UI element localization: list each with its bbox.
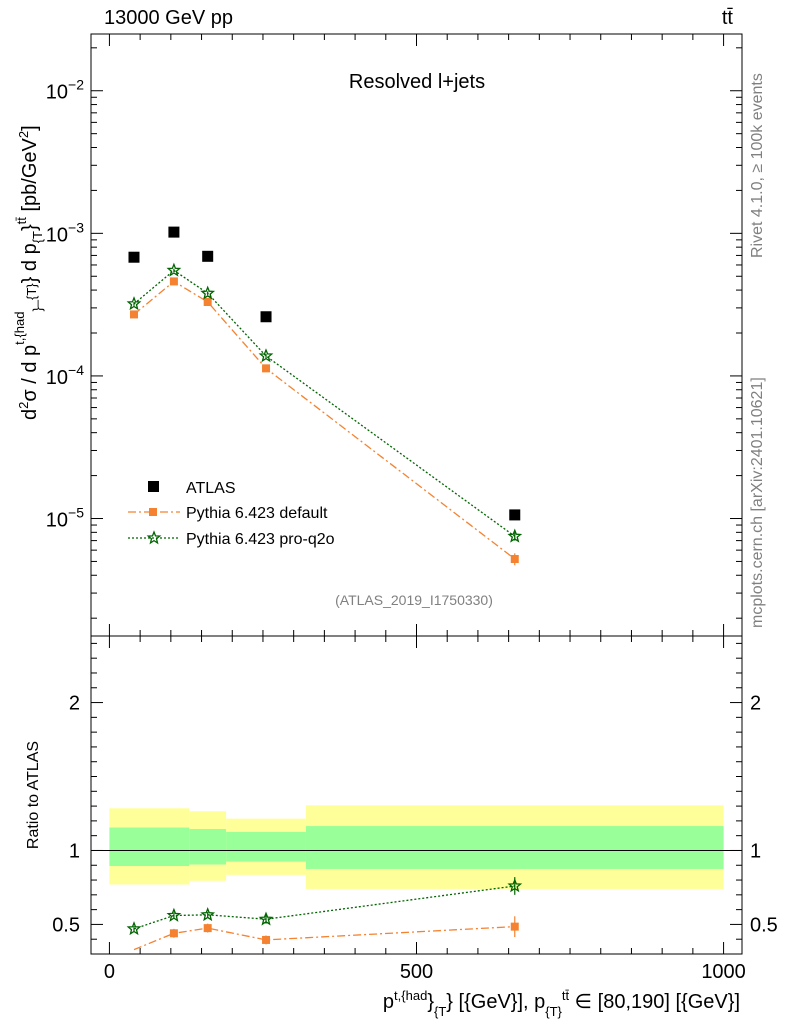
data-point-pythia-6-423-pro-q2o — [258, 348, 274, 363]
main-panel: 10−5 10−4 10−3 10−2 Resolved l+jets (ATLAS_… — [12, 33, 743, 637]
ratio-frame — [90, 635, 743, 955]
data-point-pythia-6-423-default — [203, 297, 212, 306]
ratio-band-stat — [305, 826, 724, 869]
ratio-y-tick-label-right: 0.5 — [750, 914, 778, 936]
main-y-axis: 10−5 10−4 10−3 10−2 — [46, 47, 742, 619]
legend-label-pythia-default: Pythia 6.423 default — [186, 505, 328, 522]
ratio-y-tick-label-left: 1 — [69, 840, 80, 862]
data-point-pythia-6-423-pro-q2o — [166, 262, 182, 277]
ratio-bands — [109, 805, 724, 889]
ratio-y-axis: 0.5 0.5 1 1 2 2 — [52, 642, 778, 940]
data-point-pythia-6-423-pro-q2o — [507, 528, 523, 543]
legend: ATLAS Pythia 6.423 default Pythia 6.423 … — [128, 480, 335, 548]
data-point-atlas — [202, 250, 214, 262]
x-tick-label: 1000 — [701, 961, 746, 983]
ratio-band-stat — [189, 829, 227, 865]
ratio-y-tick-label-left: 0.5 — [52, 914, 80, 936]
ratio-panel: 0.5 0.5 1 1 2 2 0 500 1000 Ratio to ATLAS pt,{h… — [25, 635, 778, 1019]
data-point-pythia-6-423-pro-q2o — [126, 296, 142, 311]
legend-label-atlas: ATLAS — [186, 480, 236, 497]
data-point-pythia-6-423-default — [510, 555, 519, 564]
series-line-pythia-6-423-default — [133, 925, 515, 951]
data-point-pythia-6-423-default — [169, 929, 178, 938]
data-point-pythia-6-423-pro-q2o — [126, 921, 142, 936]
data-point-pythia-6-423-default — [262, 364, 271, 373]
main-series — [126, 226, 523, 566]
legend-entry-pythia-default: Pythia 6.423 default — [128, 505, 328, 522]
data-point-pythia-6-423-default — [169, 277, 178, 286]
chart-title: Resolved l+jets — [349, 71, 485, 93]
main-x-ticks — [108, 34, 725, 636]
ratio-x-axis: 0 500 1000 — [104, 636, 746, 983]
ratio-y-tick-label-left: 2 — [69, 693, 80, 715]
data-point-atlas — [168, 226, 180, 238]
ratio-y-label: Ratio to ATLAS — [25, 741, 42, 849]
legend-marker-pythia-proq2o — [146, 530, 162, 545]
ratio-band-stat — [226, 831, 306, 862]
main-y-tick-label: 10−2 — [46, 77, 84, 104]
data-point-pythia-6-423-default — [129, 310, 138, 319]
legend-label-pythia-proq2o: Pythia 6.423 pro-q2o — [186, 531, 335, 548]
process-label: tt̄ — [722, 7, 734, 29]
energy-label: 13000 GeV pp — [104, 7, 233, 29]
legend-marker-atlas — [148, 481, 159, 492]
legend-entry-pythia-proq2o: Pythia 6.423 pro-q2o — [128, 530, 335, 548]
rivet-label: Rivet 4.1.0, ≥ 100k events — [749, 73, 766, 258]
x-tick-label: 500 — [400, 961, 433, 983]
data-point-pythia-6-423-default — [203, 924, 212, 933]
x-tick-label: 0 — [104, 961, 115, 983]
data-point-atlas — [260, 311, 272, 323]
data-point-pythia-6-423-pro-q2o — [507, 878, 523, 893]
ratio-series — [126, 877, 523, 951]
site-label: mcplots.cern.ch [arXiv:2401.10621] — [749, 377, 766, 628]
legend-entry-atlas: ATLAS — [148, 480, 236, 497]
analysis-id: (ATLAS_2019_I1750330) — [335, 592, 493, 608]
legend-marker-pythia-default — [149, 508, 157, 516]
data-point-pythia-6-423-pro-q2o — [166, 907, 182, 922]
main-y-label: d2σ / d pt,{had}_{T}} d p{T}tt̄ [pb/GeV2… — [12, 125, 45, 420]
ratio-band-stat — [109, 827, 190, 866]
main-y-tick-label: 10−5 — [46, 505, 84, 532]
main-y-tick-label: 10−3 — [46, 219, 84, 246]
data-point-atlas — [128, 251, 140, 263]
main-y-tick-label: 10−4 — [46, 362, 84, 389]
data-point-atlas — [509, 509, 521, 521]
data-point-pythia-6-423-default — [262, 935, 271, 944]
ratio-y-tick-label-right: 1 — [750, 840, 761, 862]
data-point-pythia-6-423-pro-q2o — [200, 906, 216, 922]
data-point-pythia-6-423-pro-q2o — [200, 285, 216, 300]
data-point-pythia-6-423-default — [510, 922, 519, 931]
series-line-pythia-6-423-pro-q2o — [133, 885, 515, 930]
ratio-y-tick-label-right: 2 — [750, 693, 761, 715]
data-point-pythia-6-423-pro-q2o — [258, 911, 274, 926]
x-axis-label: pt,{had}{T} [{GeV}], p{T}tt̄ ∈ [80,190] … — [383, 988, 740, 1019]
